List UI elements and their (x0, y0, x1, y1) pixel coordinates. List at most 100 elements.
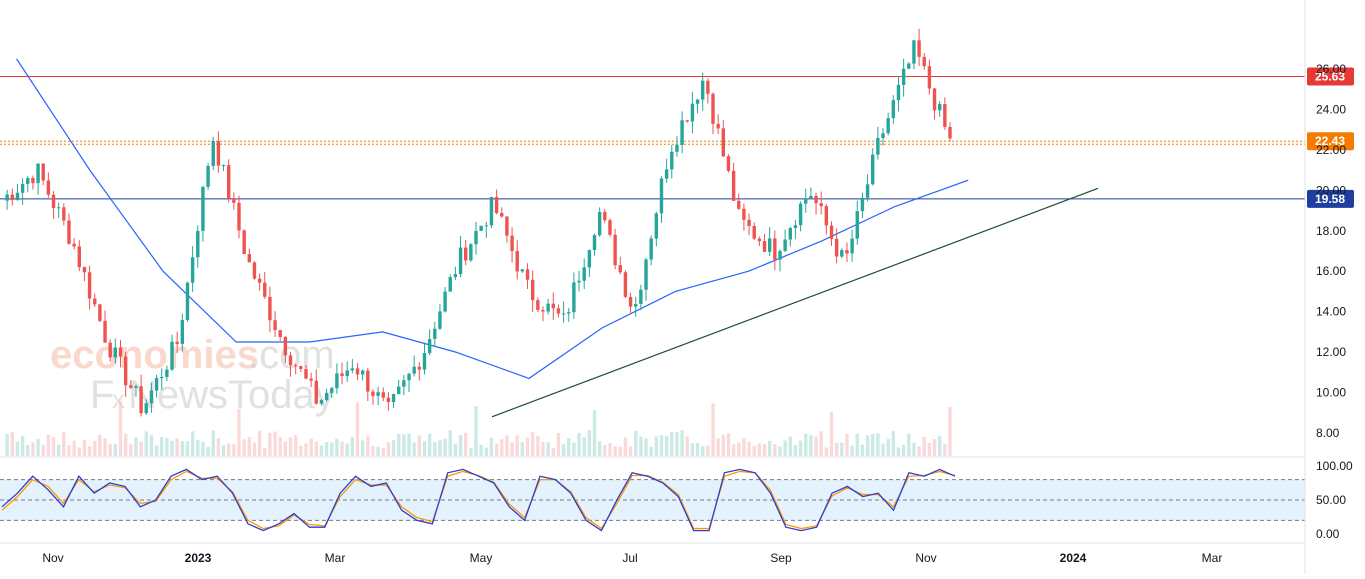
candle-body[interactable] (118, 347, 123, 357)
candle-body[interactable] (896, 84, 901, 101)
candle-body[interactable] (474, 230, 478, 245)
candle-body[interactable] (134, 386, 138, 388)
candle-body[interactable] (530, 279, 535, 301)
trendline-layer[interactable] (491, 187, 1099, 418)
candle-body[interactable] (479, 225, 483, 231)
candle-body[interactable] (901, 68, 906, 85)
candle-body[interactable] (103, 320, 107, 343)
price-axis[interactable]: 26.00 24.00 22.00 20.00 18.00 16.00 14.00 12.00… (1316, 62, 1346, 440)
candle-body[interactable] (690, 103, 695, 122)
candle-body[interactable] (123, 356, 128, 386)
candle-body[interactable] (932, 88, 937, 111)
candle-body[interactable] (41, 163, 45, 181)
candle-body[interactable] (659, 178, 664, 214)
candle-body[interactable] (572, 282, 576, 313)
candle-body[interactable] (536, 300, 540, 310)
candle-body[interactable] (592, 235, 597, 251)
candle-body[interactable] (93, 298, 97, 305)
candle-body[interactable] (72, 243, 76, 247)
candle-body[interactable] (551, 303, 555, 309)
candle-body[interactable] (891, 100, 896, 119)
candle-body[interactable] (798, 203, 803, 226)
candle-body[interactable] (232, 198, 236, 203)
candle-body[interactable] (149, 390, 154, 404)
candle-body[interactable] (757, 238, 762, 242)
candle-body[interactable] (907, 63, 911, 69)
candle-body[interactable] (644, 259, 648, 290)
candle-body[interactable] (654, 213, 659, 239)
candle-body[interactable] (350, 368, 355, 371)
candle-body[interactable] (881, 133, 885, 139)
candle-body[interactable] (180, 319, 185, 344)
candle-body[interactable] (139, 386, 143, 414)
candle-body[interactable] (56, 207, 61, 209)
candle-body[interactable] (330, 388, 334, 393)
candle-body[interactable] (525, 269, 530, 280)
candle-body[interactable] (500, 213, 504, 217)
candle-body[interactable] (165, 369, 169, 377)
candle-body[interactable] (685, 120, 689, 122)
candle-body[interactable] (752, 225, 756, 239)
candle-body[interactable] (273, 320, 277, 331)
candle-body[interactable] (438, 311, 442, 329)
oscillator-axis[interactable]: 100.00 50.00 0.00 (1316, 459, 1353, 541)
candle-body[interactable] (175, 341, 179, 344)
candle-body[interactable] (634, 304, 638, 307)
candle-body[interactable] (737, 200, 741, 209)
candle-body[interactable] (520, 269, 525, 272)
candle-body[interactable] (639, 289, 643, 305)
candle-body[interactable] (927, 66, 932, 89)
candle-body[interactable] (129, 385, 133, 388)
candle-body[interactable] (886, 118, 890, 134)
candle-body[interactable] (834, 238, 839, 257)
candle-body[interactable] (463, 247, 468, 261)
candle-body[interactable] (700, 80, 705, 100)
candle-body[interactable] (113, 347, 118, 358)
candle-body[interactable] (278, 330, 282, 337)
candle-body[interactable] (670, 151, 674, 170)
candle-body[interactable] (36, 163, 40, 184)
candle-body[interactable] (469, 244, 473, 261)
candle-body[interactable] (201, 186, 205, 231)
candle-body[interactable] (268, 296, 272, 321)
candle-body[interactable] (742, 208, 746, 220)
candle-body[interactable] (829, 225, 834, 239)
candle-body[interactable] (288, 355, 293, 366)
candle-body[interactable] (819, 203, 823, 207)
candle-body[interactable] (427, 338, 432, 354)
candle-body[interactable] (407, 373, 411, 381)
candle-body[interactable] (623, 272, 628, 297)
candle-body[interactable] (680, 120, 684, 145)
candle-body[interactable] (695, 99, 700, 104)
candle-body[interactable] (309, 378, 313, 381)
candle-body[interactable] (185, 282, 190, 320)
candle-body[interactable] (335, 373, 339, 389)
candle-body[interactable] (458, 247, 463, 275)
candle-body[interactable] (510, 235, 514, 252)
candle-body[interactable] (386, 397, 391, 403)
candle-body[interactable] (484, 225, 489, 227)
candle-body[interactable] (541, 309, 545, 312)
candle-body[interactable] (871, 154, 875, 185)
candlesticks[interactable] (5, 28, 952, 417)
candle-body[interactable] (190, 257, 195, 283)
candle-body[interactable] (865, 184, 870, 198)
candle-body[interactable] (82, 267, 87, 273)
candle-body[interactable] (299, 366, 303, 369)
candle-body[interactable] (366, 370, 370, 392)
candle-body[interactable] (160, 376, 164, 379)
candle-body[interactable] (397, 386, 401, 395)
candle-body[interactable] (664, 169, 669, 179)
candle-body[interactable] (711, 93, 715, 124)
candle-body[interactable] (706, 80, 710, 94)
candle-body[interactable] (556, 308, 561, 314)
candle-body[interactable] (778, 251, 782, 260)
candle-body[interactable] (412, 366, 416, 374)
candle-body[interactable] (453, 274, 458, 278)
candle-body[interactable] (597, 211, 602, 236)
candle-body[interactable] (716, 123, 720, 129)
candle-body[interactable] (247, 254, 252, 263)
candle-body[interactable] (767, 238, 772, 252)
